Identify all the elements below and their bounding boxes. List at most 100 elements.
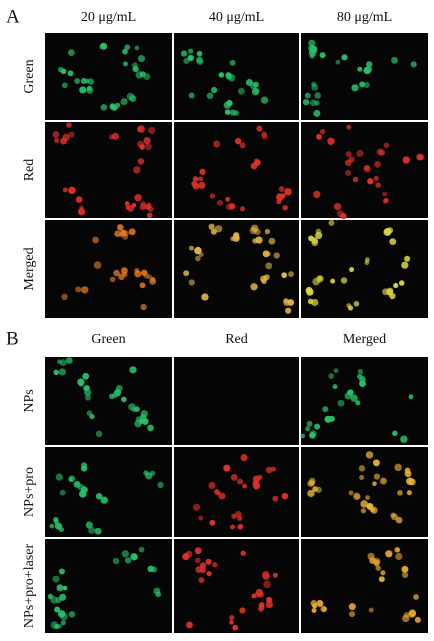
- cell: [240, 453, 248, 462]
- cell: [349, 611, 356, 618]
- cell: [187, 48, 194, 54]
- cell: [317, 601, 324, 608]
- cell: [313, 190, 321, 199]
- cell: [313, 109, 321, 117]
- cell: [239, 142, 246, 149]
- cell: [192, 503, 201, 511]
- cell: [263, 580, 271, 589]
- cell: [52, 131, 60, 138]
- cell: [183, 270, 190, 277]
- cell: [355, 400, 361, 406]
- cell: [112, 557, 120, 565]
- cell: [60, 620, 66, 626]
- cell: [134, 45, 140, 51]
- cell: [208, 481, 216, 490]
- cell: [114, 102, 121, 108]
- cell: [210, 228, 217, 235]
- cell: [236, 478, 244, 485]
- cell: [240, 550, 246, 556]
- cell: [131, 202, 137, 208]
- cell: [319, 52, 326, 59]
- cell: [268, 237, 276, 245]
- row-label: Green: [22, 59, 37, 93]
- cell: [111, 132, 119, 140]
- cell: [139, 144, 145, 150]
- cell: [359, 474, 365, 480]
- cell: [340, 277, 348, 284]
- cell: [58, 368, 66, 376]
- cell: [406, 490, 412, 496]
- cell: [254, 88, 260, 94]
- cell: [347, 305, 354, 311]
- cell: [382, 191, 388, 197]
- cell: [314, 92, 321, 99]
- cell: [238, 523, 244, 529]
- cell: [95, 430, 103, 438]
- cell: [60, 137, 68, 145]
- cell: [348, 490, 354, 496]
- cell: [66, 122, 72, 128]
- cell: [403, 612, 410, 618]
- cell: [149, 278, 157, 285]
- cell: [365, 495, 370, 500]
- cell: [373, 473, 381, 480]
- cell: [186, 621, 193, 629]
- cell: [182, 552, 190, 561]
- cell: [225, 203, 234, 211]
- cell: [314, 100, 320, 106]
- cell: [356, 149, 364, 157]
- micrograph-background: [174, 33, 299, 120]
- cell: [146, 212, 153, 219]
- cell: [49, 523, 55, 529]
- cell: [57, 66, 64, 73]
- cell: [81, 462, 88, 469]
- cell: [336, 210, 344, 218]
- column-header: Red: [225, 332, 248, 347]
- cell: [401, 261, 409, 269]
- cell: [285, 307, 292, 314]
- cell: [250, 283, 258, 291]
- cell: [345, 150, 352, 158]
- cell: [282, 205, 288, 211]
- cell: [410, 61, 417, 68]
- panel-label: A: [6, 6, 20, 27]
- cell: [196, 58, 204, 65]
- cell: [218, 492, 226, 500]
- cell: [359, 81, 366, 88]
- micrograph-background: [45, 220, 172, 318]
- cell: [311, 83, 319, 91]
- cell: [86, 87, 94, 94]
- cell: [306, 420, 313, 427]
- cell: [416, 153, 424, 161]
- micrograph-background: [45, 447, 172, 537]
- micrograph: [45, 220, 172, 318]
- cell: [68, 611, 76, 618]
- cell: [223, 464, 231, 472]
- cell: [225, 196, 231, 202]
- cell: [194, 557, 201, 564]
- cell: [214, 225, 223, 233]
- cell: [209, 193, 215, 199]
- cell: [52, 575, 60, 583]
- cell: [196, 50, 203, 57]
- cell: [360, 500, 368, 508]
- row-label: NPs+pro: [22, 467, 37, 517]
- cell: [137, 158, 145, 165]
- cell: [206, 92, 214, 100]
- row-label: NPs: [22, 389, 37, 412]
- cell: [109, 276, 116, 283]
- cell: [283, 298, 289, 304]
- cell: [58, 526, 65, 533]
- cell: [332, 384, 338, 390]
- cell: [198, 252, 204, 258]
- cell: [385, 550, 393, 558]
- cell: [55, 473, 63, 481]
- cell: [250, 162, 258, 170]
- cell: [77, 208, 86, 216]
- cell: [278, 186, 285, 192]
- cell: [287, 299, 295, 306]
- row-label: Red: [22, 159, 37, 182]
- cell: [238, 87, 245, 95]
- cell: [254, 592, 261, 599]
- cell: [67, 70, 74, 77]
